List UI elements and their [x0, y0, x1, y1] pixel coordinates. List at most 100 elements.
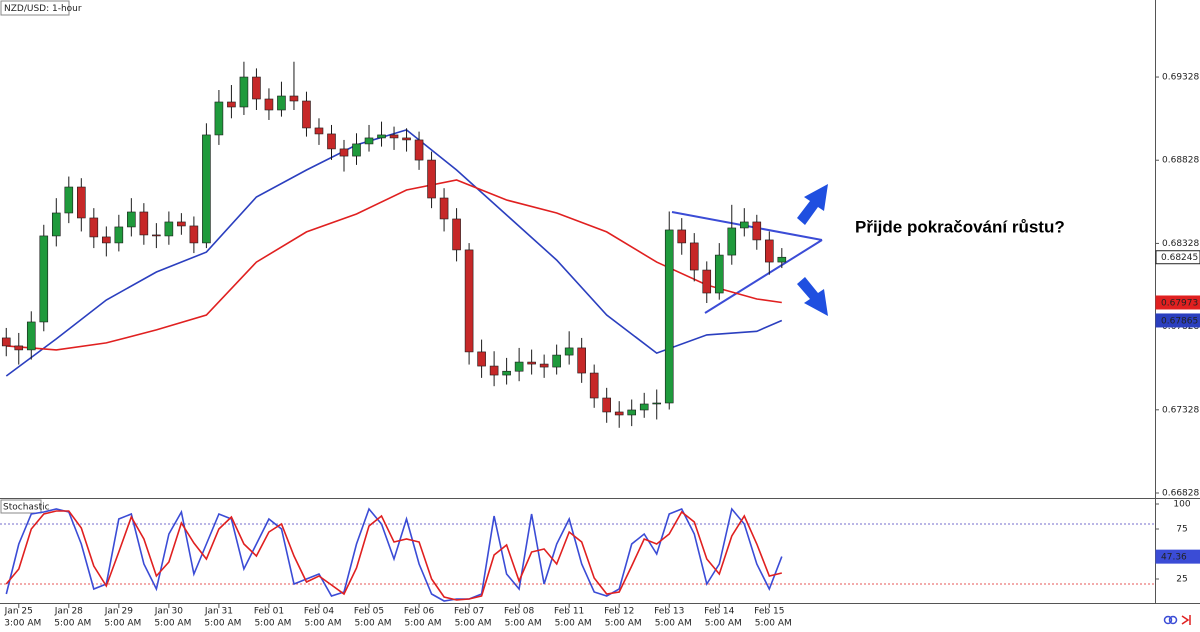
arrow-down: [797, 277, 828, 316]
x-tick-label: Feb 11: [554, 607, 584, 617]
arrow-up: [797, 184, 828, 225]
x-tick-label: Jan 31: [204, 607, 233, 617]
x-tick-label: Feb 04: [304, 607, 335, 617]
candle-body: [402, 137, 411, 141]
candle-body: [427, 159, 436, 199]
candle-body: [765, 239, 774, 263]
y-tick-label: 0.69328: [1162, 73, 1199, 83]
price-marker: [1155, 549, 1200, 564]
candle-body: [64, 186, 74, 214]
x-tick-label: Feb 06: [404, 607, 435, 617]
candle-body: [177, 221, 186, 227]
title-box: [0, 0, 70, 16]
y-tick-label: 0.68828: [1162, 156, 1199, 166]
y-tick-label: 0.67328: [1162, 405, 1199, 415]
candle-body: [714, 254, 724, 294]
candle-body: [739, 221, 749, 229]
x-tick-label: Feb 14: [704, 607, 735, 617]
candle-body: [514, 361, 524, 372]
candle-body: [389, 134, 399, 139]
candle-body: [252, 76, 261, 100]
candle-body: [577, 347, 586, 374]
x-tick-label: Feb 13: [654, 607, 684, 617]
candle-body: [377, 134, 386, 139]
x-tick-sublabel: 5:00 AM: [555, 619, 592, 629]
candle-body: [339, 148, 349, 157]
candle-body: [214, 101, 224, 136]
x-tick-label: Feb 12: [604, 607, 634, 617]
candle-body: [614, 411, 624, 416]
series-line: [5, 510, 782, 601]
y-tick-label: 100: [1173, 500, 1190, 510]
corner-icons: [1163, 615, 1191, 625]
x-tick-label: Feb 05: [354, 607, 384, 617]
x-tick-label: Jan 28: [54, 607, 83, 617]
price-marker-label: 0.67973: [1161, 298, 1198, 308]
candle-body: [327, 133, 336, 150]
candle-body: [152, 234, 161, 237]
candle-body: [139, 211, 149, 236]
candle-body: [239, 76, 249, 108]
candle-body: [689, 242, 699, 271]
y-tick-label: 0.68328: [1162, 239, 1199, 249]
panel-title: Stochastic: [3, 503, 50, 513]
candle-body: [414, 139, 424, 161]
icon-link[interactable]: [1163, 615, 1173, 625]
candle-body: [627, 409, 637, 416]
y-tick-label: 25: [1176, 575, 1187, 585]
candle-body: [127, 211, 136, 228]
x-tick-sublabel: 5:00 AM: [355, 619, 392, 629]
candle-body: [277, 95, 286, 111]
price-marker: [1155, 250, 1200, 265]
x-tick-sublabel: 5:00 AM: [204, 619, 241, 629]
x-tick-sublabel: 5:00 AM: [705, 619, 742, 629]
x-tick-sublabel: 5:00 AM: [655, 619, 692, 629]
candle-body: [464, 249, 474, 353]
candle-body: [314, 127, 324, 135]
x-tick-sublabel: 5:00 AM: [405, 619, 442, 629]
price-marker-label: 47.36: [1161, 553, 1187, 563]
candle-body: [639, 403, 649, 411]
candle-body: [89, 217, 99, 238]
triangle-lower: [704, 239, 823, 314]
candle-body: [289, 95, 299, 102]
candle-body: [452, 218, 461, 251]
x-tick-sublabel: 5:00 AM: [455, 619, 492, 629]
x-tick-sublabel: 5:00 AM: [304, 619, 341, 629]
x-tick-label: Feb 08: [504, 607, 535, 617]
x-tick-sublabel: 5:00 AM: [755, 619, 792, 629]
x-tick-label: Jan 30: [154, 607, 183, 617]
candle-body: [564, 347, 574, 356]
x-tick-sublabel: 5:00 AM: [254, 619, 291, 629]
candle-body: [264, 98, 274, 111]
candle-body: [702, 269, 712, 294]
candle-body: [677, 229, 687, 244]
candle-body: [1, 337, 11, 347]
icon-scroll-end[interactable]: [1181, 615, 1191, 625]
annotation: Přijde pokračování růstu?: [855, 217, 1065, 236]
y-tick-label: 0.66828: [1162, 489, 1199, 499]
icon-link-2: [1168, 615, 1178, 625]
x-tick-label: Feb 07: [454, 607, 484, 617]
candle-body: [602, 397, 611, 413]
price-marker-label: 0.67865: [1161, 316, 1198, 326]
x-tick-label: Jan 29: [104, 607, 133, 617]
y-tick-label: 75: [1176, 525, 1187, 535]
x-tick-label: Feb 15: [754, 607, 784, 617]
candle-body: [777, 256, 787, 263]
candle-body: [539, 363, 549, 368]
candle-body: [227, 101, 236, 108]
candle-body: [14, 345, 24, 351]
candle-body: [552, 354, 561, 368]
price-marker: [1155, 295, 1200, 310]
candle-body: [302, 100, 311, 129]
candle-body: [477, 351, 486, 367]
candle-body: [364, 137, 374, 145]
candle-body: [352, 143, 361, 157]
candle-body: [51, 212, 61, 237]
candle-body: [439, 197, 449, 220]
series-line: [5, 507, 783, 602]
x-tick-label: Jan 25: [4, 607, 33, 617]
